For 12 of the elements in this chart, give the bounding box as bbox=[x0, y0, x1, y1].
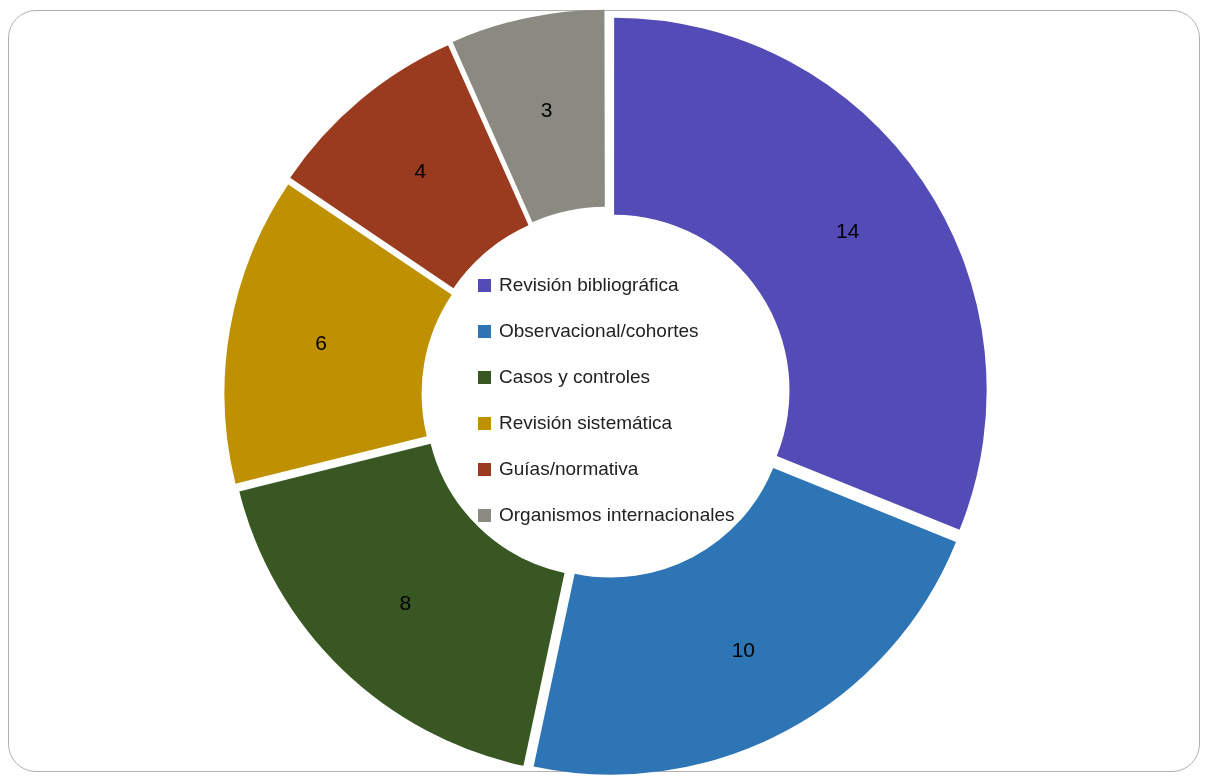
data-label: 6 bbox=[315, 331, 327, 355]
legend-label: Guías/normativa bbox=[499, 458, 639, 480]
data-label: 8 bbox=[399, 590, 412, 614]
legend-label: Casos y controles bbox=[499, 366, 651, 388]
data-label: 14 bbox=[836, 219, 860, 243]
legend-label: Revisión bibliográfica bbox=[499, 274, 679, 296]
data-label: 10 bbox=[731, 638, 756, 662]
legend-label: Observacional/cohortes bbox=[499, 320, 699, 342]
legend-label: Revisión sistemática bbox=[499, 412, 673, 434]
legend-label: Organismos internacionales bbox=[499, 504, 735, 526]
data-label: 3 bbox=[540, 97, 553, 121]
data-label: 4 bbox=[414, 159, 427, 183]
